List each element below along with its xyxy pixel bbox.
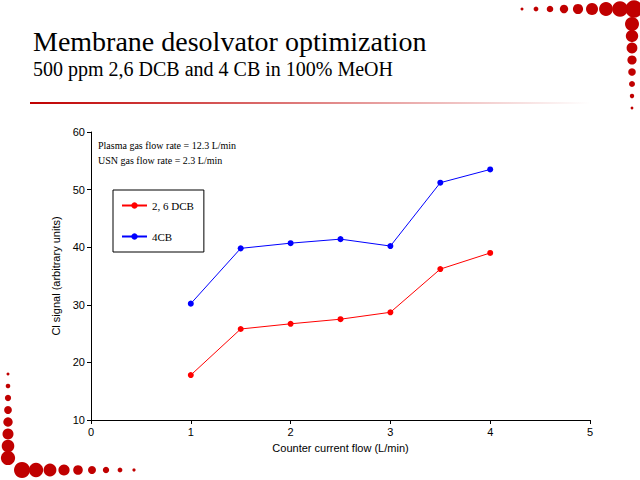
svg-text:10: 10 bbox=[73, 414, 85, 426]
svg-text:Plasma gas flow rate = 12.3 L/: Plasma gas flow rate = 12.3 L/min bbox=[98, 140, 236, 151]
svg-text:Membrane desolvator optimizati: Membrane desolvator optimization bbox=[33, 26, 426, 57]
svg-text:60: 60 bbox=[73, 126, 85, 138]
svg-text:30: 30 bbox=[73, 299, 85, 311]
svg-text:0: 0 bbox=[88, 426, 94, 438]
svg-text:500 ppm 2,6 DCB and 4 CB in 10: 500 ppm 2,6 DCB and 4 CB in 100% MeOH bbox=[33, 58, 393, 81]
svg-text:40: 40 bbox=[73, 241, 85, 253]
svg-text:Counter current flow (L/min): Counter current flow (L/min) bbox=[272, 442, 408, 454]
svg-text:Cl signal (arbitrary units): Cl signal (arbitrary units) bbox=[50, 216, 62, 335]
svg-text:4: 4 bbox=[487, 426, 493, 438]
svg-text:USN gas flow rate = 2.3 L/min: USN gas flow rate = 2.3 L/min bbox=[98, 155, 222, 166]
svg-text:20: 20 bbox=[73, 356, 85, 368]
svg-text:4CB: 4CB bbox=[152, 231, 172, 243]
svg-text:2, 6 DCB: 2, 6 DCB bbox=[152, 200, 194, 212]
svg-text:3: 3 bbox=[387, 426, 393, 438]
svg-text:1: 1 bbox=[188, 426, 194, 438]
svg-text:5: 5 bbox=[587, 426, 593, 438]
svg-text:2: 2 bbox=[288, 426, 294, 438]
svg-text:50: 50 bbox=[73, 184, 85, 196]
